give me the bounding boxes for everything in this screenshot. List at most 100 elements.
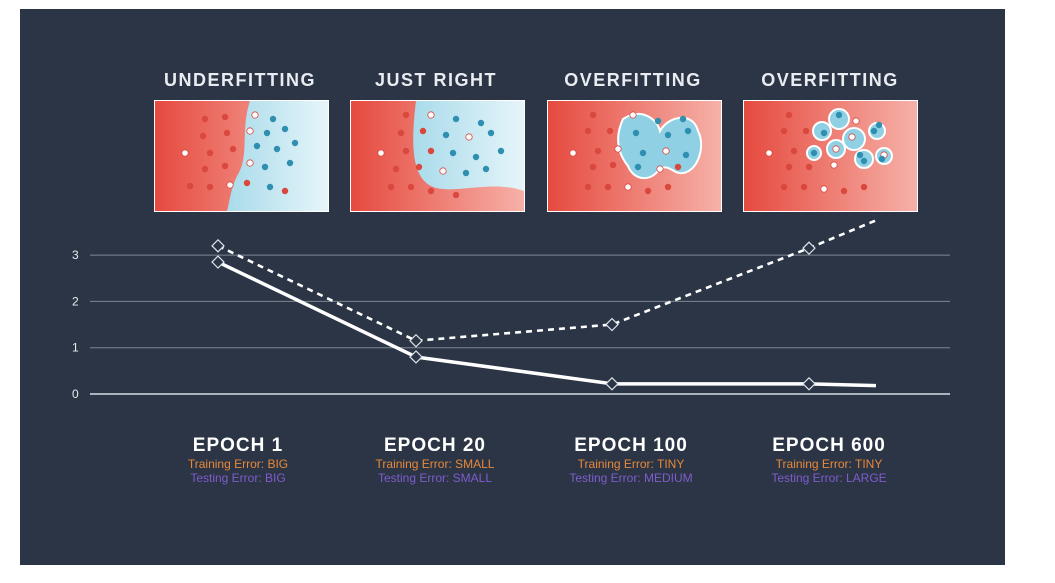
sample-point xyxy=(286,159,294,167)
sample-point xyxy=(790,147,798,155)
sample-point xyxy=(780,127,788,135)
epoch-600-caption: EPOCH 600 Training Error: TINY Testing E… xyxy=(729,435,929,485)
epoch-20-label: EPOCH 20 xyxy=(384,435,486,456)
sample-point xyxy=(584,183,592,191)
epoch-20-training-error: Training Error: SMALL xyxy=(375,457,495,471)
epoch-20-testing-error: Testing Error: SMALL xyxy=(377,471,493,485)
sample-point xyxy=(482,165,490,173)
sample-point xyxy=(397,129,405,137)
sample-point xyxy=(452,115,460,123)
sample-point xyxy=(785,111,793,119)
sample-point xyxy=(253,142,261,150)
sample-point xyxy=(206,183,214,191)
testing-error-marker-2 xyxy=(605,317,619,332)
sample-point xyxy=(472,153,480,161)
sample-point xyxy=(848,133,856,141)
epoch-1-caption: EPOCH 1 Training Error: BIG Testing Erro… xyxy=(138,435,338,485)
sample-point xyxy=(261,163,269,171)
sample-point xyxy=(656,165,664,173)
sample-point xyxy=(684,127,692,135)
sample-point xyxy=(439,167,447,175)
testing-error-line xyxy=(217,219,877,343)
sample-point xyxy=(820,185,828,193)
slide: UNDERFITTING JUST RIGHT OVERFITTING OVER… xyxy=(20,9,1005,565)
sample-point xyxy=(802,127,810,135)
sample-point xyxy=(805,163,813,171)
epoch-100-caption: EPOCH 100 Training Error: TINY Testing E… xyxy=(531,435,731,485)
decision-boundary-panel-overfitting-600 xyxy=(743,100,918,212)
epoch-1-testing-error: Testing Error: BIG xyxy=(190,471,286,485)
y-tick-label-1: 1 xyxy=(72,341,79,355)
sample-point xyxy=(415,163,423,171)
sample-point xyxy=(387,183,395,191)
sample-point xyxy=(266,183,274,191)
training-error-marker-2 xyxy=(605,376,619,391)
sample-point xyxy=(462,169,470,177)
panel-title-underfitting: UNDERFITTING xyxy=(164,70,316,90)
training-error-marker-1 xyxy=(409,350,423,364)
sample-point xyxy=(487,129,495,137)
y-tick-label-2: 2 xyxy=(72,294,79,308)
sample-point xyxy=(449,149,457,157)
sample-point xyxy=(664,183,672,191)
sample-point xyxy=(780,183,788,191)
error-chart: 0 1 2 3 xyxy=(72,219,950,401)
training-error-marker-3 xyxy=(802,376,816,391)
sample-point xyxy=(632,129,640,137)
sample-point xyxy=(609,161,617,169)
sample-point xyxy=(246,127,254,135)
sample-point xyxy=(870,127,878,135)
y-tick-label-0: 0 xyxy=(72,387,79,401)
sample-point xyxy=(251,111,259,119)
sample-point xyxy=(820,129,828,137)
sample-point xyxy=(594,147,602,155)
epoch-100-training-error: Training Error: TINY xyxy=(577,457,685,471)
sample-point xyxy=(377,149,385,157)
sample-point xyxy=(654,117,662,125)
sample-point xyxy=(269,115,277,123)
training-error-marker-0 xyxy=(211,255,225,269)
sample-point xyxy=(589,163,597,171)
sample-point xyxy=(392,165,400,173)
sample-point xyxy=(465,133,473,141)
sample-point xyxy=(634,163,642,171)
sample-point xyxy=(201,115,209,123)
sample-point xyxy=(589,111,597,119)
sample-point xyxy=(201,165,209,173)
epoch-20-caption: EPOCH 20 Training Error: SMALL Testing E… xyxy=(335,435,535,485)
sample-point xyxy=(584,127,592,135)
sample-point xyxy=(639,149,647,157)
sample-point xyxy=(629,111,637,119)
sample-point xyxy=(186,182,194,190)
sample-point xyxy=(614,145,622,153)
sample-point xyxy=(664,131,672,139)
sample-point xyxy=(800,183,808,191)
decision-boundary-panel-underfitting xyxy=(154,100,329,212)
training-error-line xyxy=(217,260,877,388)
y-tick-label-3: 3 xyxy=(72,248,79,262)
sample-point xyxy=(263,129,271,137)
sample-point xyxy=(427,187,435,195)
sample-point xyxy=(442,131,450,139)
sample-point xyxy=(624,183,632,191)
testing-error-marker-0 xyxy=(211,238,225,253)
sample-point xyxy=(606,127,614,135)
sample-point xyxy=(785,163,793,171)
epoch-600-testing-error: Testing Error: LARGE xyxy=(771,471,887,485)
sample-point xyxy=(281,125,289,133)
sample-point xyxy=(226,181,234,189)
sample-point xyxy=(452,191,460,199)
sample-point xyxy=(860,183,868,191)
sample-point xyxy=(835,111,843,119)
sample-point xyxy=(223,129,231,137)
epoch-1-training-error: Training Error: BIG xyxy=(187,457,289,471)
sample-point xyxy=(407,183,415,191)
sample-point xyxy=(840,187,848,195)
epoch-100-testing-error: Testing Error: MEDIUM xyxy=(569,471,693,485)
sample-point xyxy=(206,149,214,157)
sample-point xyxy=(810,149,818,157)
sample-point xyxy=(181,149,189,157)
sample-point xyxy=(662,147,670,155)
sample-point xyxy=(273,145,281,153)
sample-point xyxy=(852,117,860,125)
